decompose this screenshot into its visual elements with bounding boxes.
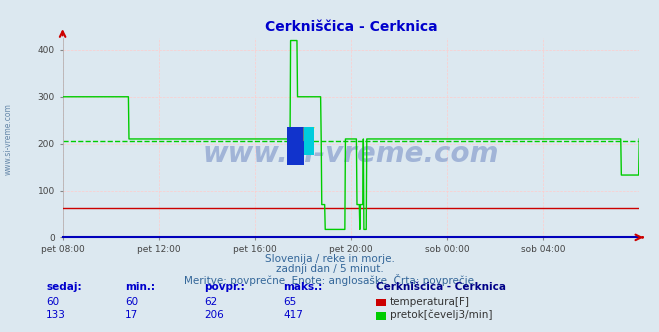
Text: Cerknišcica - Cerknica: Cerknišcica - Cerknica — [376, 283, 505, 292]
Text: 17: 17 — [125, 310, 138, 320]
Text: min.:: min.: — [125, 283, 156, 292]
Text: povpr.:: povpr.: — [204, 283, 245, 292]
Bar — [304, 127, 314, 155]
Text: 133: 133 — [46, 310, 66, 320]
Text: Slovenija / reke in morje.: Slovenija / reke in morje. — [264, 254, 395, 264]
Text: Meritve: povprečne  Enote: anglosaške  Črta: povprečje: Meritve: povprečne Enote: anglosaške Črt… — [185, 274, 474, 286]
Text: 65: 65 — [283, 297, 297, 307]
Text: www.si-vreme.com: www.si-vreme.com — [203, 140, 499, 168]
Text: 417: 417 — [283, 310, 303, 320]
Bar — [287, 127, 304, 165]
Text: pretok[čevelj3/min]: pretok[čevelj3/min] — [390, 309, 493, 320]
Text: sedaj:: sedaj: — [46, 283, 82, 292]
Text: maks.:: maks.: — [283, 283, 323, 292]
Text: 62: 62 — [204, 297, 217, 307]
Text: www.si-vreme.com: www.si-vreme.com — [3, 104, 13, 175]
Text: 60: 60 — [125, 297, 138, 307]
Title: Cerkniščica - Cerknica: Cerkniščica - Cerknica — [265, 20, 437, 34]
Text: 60: 60 — [46, 297, 59, 307]
Text: 206: 206 — [204, 310, 224, 320]
Polygon shape — [304, 127, 315, 141]
Text: zadnji dan / 5 minut.: zadnji dan / 5 minut. — [275, 264, 384, 274]
Text: temperatura[F]: temperatura[F] — [390, 297, 470, 307]
